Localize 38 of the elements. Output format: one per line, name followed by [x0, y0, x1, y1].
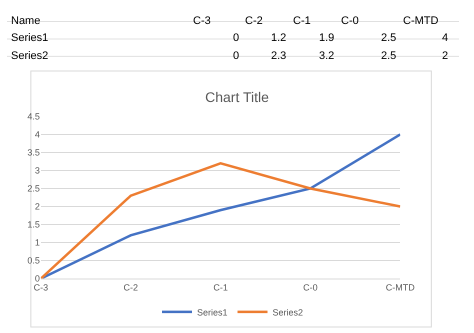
text: C-0	[341, 15, 359, 27]
text: Series1	[11, 32, 48, 44]
text: C-2	[245, 15, 263, 27]
text: Series2	[11, 50, 48, 62]
text: 2	[442, 50, 448, 62]
legend-label: Series2	[272, 307, 304, 318]
legend-label: Series1	[197, 307, 228, 318]
y-tick-label: 2.5	[27, 184, 40, 194]
y-tick-label: 1	[34, 238, 40, 248]
x-tick-label: C-3	[34, 282, 48, 292]
text: 1.2	[271, 32, 286, 44]
y-tick-label: 3.5	[27, 148, 40, 158]
text: 4	[442, 32, 448, 44]
text: Name	[11, 15, 40, 27]
y-tick-label: 0.5	[27, 256, 40, 266]
text: 2.3	[271, 50, 286, 62]
y-tick-label: 2	[34, 202, 40, 212]
y-tick-label: 0	[34, 274, 40, 284]
y-tick-label: 3	[34, 166, 40, 176]
text: C-3	[193, 15, 211, 27]
text: C-1	[293, 15, 311, 27]
text: 3.2	[319, 50, 334, 62]
text: 0	[233, 32, 240, 44]
x-tick-label: C-1	[213, 282, 228, 292]
text: 2.5	[381, 32, 396, 44]
x-tick-label: C-MTD	[386, 282, 416, 292]
x-tick-label: C-0	[303, 282, 318, 292]
text: 1.9	[319, 32, 334, 44]
chart-title: Chart Title	[205, 88, 270, 105]
text: 0	[233, 50, 240, 62]
y-tick-label: 1.5	[27, 220, 40, 230]
line-series	[40, 162, 400, 279]
text: 2.5	[381, 50, 396, 62]
text: C-MTD	[403, 15, 438, 27]
y-tick-label: 4.5	[27, 112, 40, 122]
line-series	[40, 133, 400, 279]
x-tick-label: C-2	[123, 282, 138, 292]
y-tick-label: 4	[34, 130, 40, 140]
